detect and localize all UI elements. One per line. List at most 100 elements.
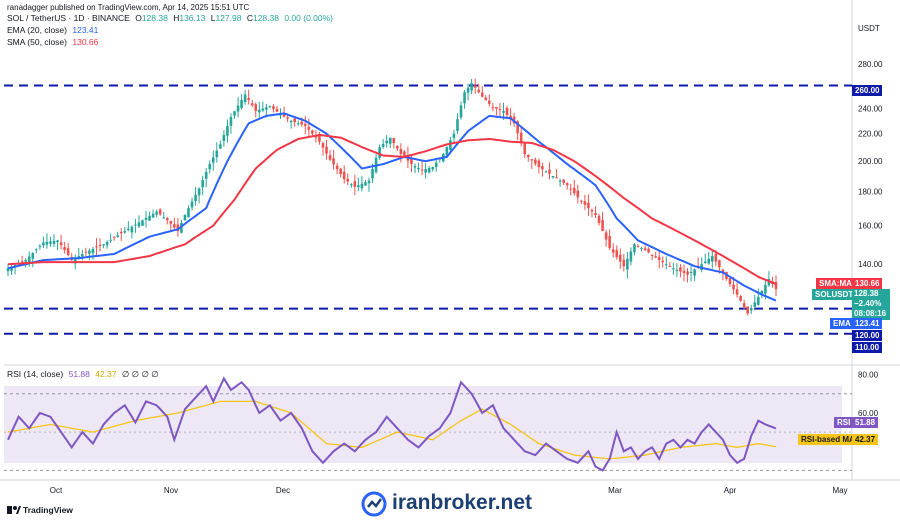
candle-body [583, 201, 587, 205]
sma-legend: SMA (50, close) 130.66 [7, 37, 98, 48]
rsi-y-tick-label: 60.00 [858, 409, 879, 418]
candle-body [498, 109, 502, 111]
candle-body [279, 114, 282, 116]
candle-body [721, 269, 725, 274]
candle-body [35, 249, 38, 251]
candle-body [526, 154, 530, 158]
candle-body [519, 132, 523, 144]
candle-body [342, 171, 346, 180]
candle-body [130, 226, 134, 233]
ema-legend: EMA (20, close) 123.41 [7, 25, 98, 36]
y-tick-label: 140.00 [858, 260, 883, 269]
candle-body [109, 239, 112, 241]
candle-body [739, 296, 742, 301]
candle-body [155, 211, 158, 215]
candle-body [399, 148, 403, 155]
symbol-price: 128.38 [854, 289, 879, 298]
candle-body [335, 165, 339, 170]
candle-body [286, 117, 289, 119]
candle-body [742, 303, 746, 308]
y-tick-label: 200.00 [858, 157, 883, 166]
candle-body [484, 97, 488, 101]
candle-body [473, 85, 477, 88]
candle-body [367, 180, 371, 184]
candle-body [664, 264, 668, 266]
candle-body [226, 125, 229, 136]
watermark-text: iranbroker.net [392, 491, 533, 514]
candle-body [56, 240, 59, 242]
candle-body [693, 269, 696, 276]
candle-body [434, 162, 438, 168]
candle-body [52, 240, 56, 244]
ohlc-o-label: O [135, 13, 142, 23]
candle-body [682, 270, 686, 274]
candle-body [636, 246, 640, 248]
candle-body [282, 114, 286, 117]
candle-body [318, 134, 321, 142]
ema-legend-label: EMA (20, close) [7, 25, 67, 35]
candle-body [615, 250, 619, 258]
rsi-legend-value: 51.88 [68, 369, 90, 379]
symbol-legend: SOL / TetherUS · 1D · BINANCE O128.38 H1… [7, 13, 333, 24]
candle-body [608, 236, 611, 249]
ohlc-change: 0.00 (0.00%) [284, 13, 334, 23]
candle-body [88, 250, 91, 254]
candle-body [629, 251, 633, 262]
candle-body [328, 155, 332, 160]
candle-body [661, 260, 665, 263]
candle-body [654, 256, 657, 258]
candle-body [530, 159, 534, 161]
ohlc-c-label: C [246, 13, 253, 23]
candle-body [647, 248, 650, 253]
candle-body [59, 242, 63, 246]
candle-body [417, 168, 420, 170]
candle-body [105, 242, 109, 246]
candle-body [445, 147, 449, 156]
candle-body [215, 150, 219, 158]
x-tick-label: Dec [276, 486, 290, 495]
ohlc-o: 128.38 [141, 13, 168, 23]
tradingview-logo-text[interactable]: TradingView [23, 505, 73, 515]
candle-body [594, 213, 597, 215]
candle-body [102, 244, 105, 246]
candle-body [233, 111, 236, 116]
candle-body [84, 251, 88, 253]
candle-body [548, 169, 551, 174]
candle-body [194, 194, 197, 202]
candle-body [576, 190, 580, 198]
candle-body [431, 167, 435, 170]
candle-body [764, 284, 767, 294]
candle-body [268, 106, 272, 108]
ohlc-l-label: L [210, 13, 216, 23]
candle-body [307, 126, 311, 130]
candle-body [112, 236, 116, 238]
candle-body [325, 146, 328, 154]
candle-body [718, 260, 721, 268]
candle-body [449, 140, 452, 150]
candle-body [165, 218, 169, 221]
rsi-tag-value: 51.88 [852, 417, 879, 428]
candle-body [357, 185, 360, 188]
candle-body [45, 241, 49, 245]
symbol-price-block: 128.38 −2.40% 08:08:16 [852, 289, 890, 320]
tradingview-logo-icon[interactable] [7, 505, 21, 515]
candle-body [601, 219, 604, 232]
candle-body [353, 181, 357, 187]
candle-body [250, 103, 254, 106]
candle-body [6, 268, 10, 272]
candle-body [364, 182, 367, 186]
candle-body [633, 244, 636, 253]
candle-body [77, 256, 81, 258]
ema-tag-value: 123.41 [852, 318, 883, 329]
candle-body [222, 134, 226, 141]
level-110-tag: 110.00 [852, 342, 883, 353]
candle-body [378, 147, 381, 158]
candle-body [243, 94, 247, 103]
candle-body [714, 253, 718, 262]
candle-body [219, 144, 222, 149]
candle-body [211, 157, 215, 163]
candle-body [466, 87, 470, 93]
sma-tag-value: 130.66 [852, 278, 883, 289]
candle-body [657, 256, 661, 261]
